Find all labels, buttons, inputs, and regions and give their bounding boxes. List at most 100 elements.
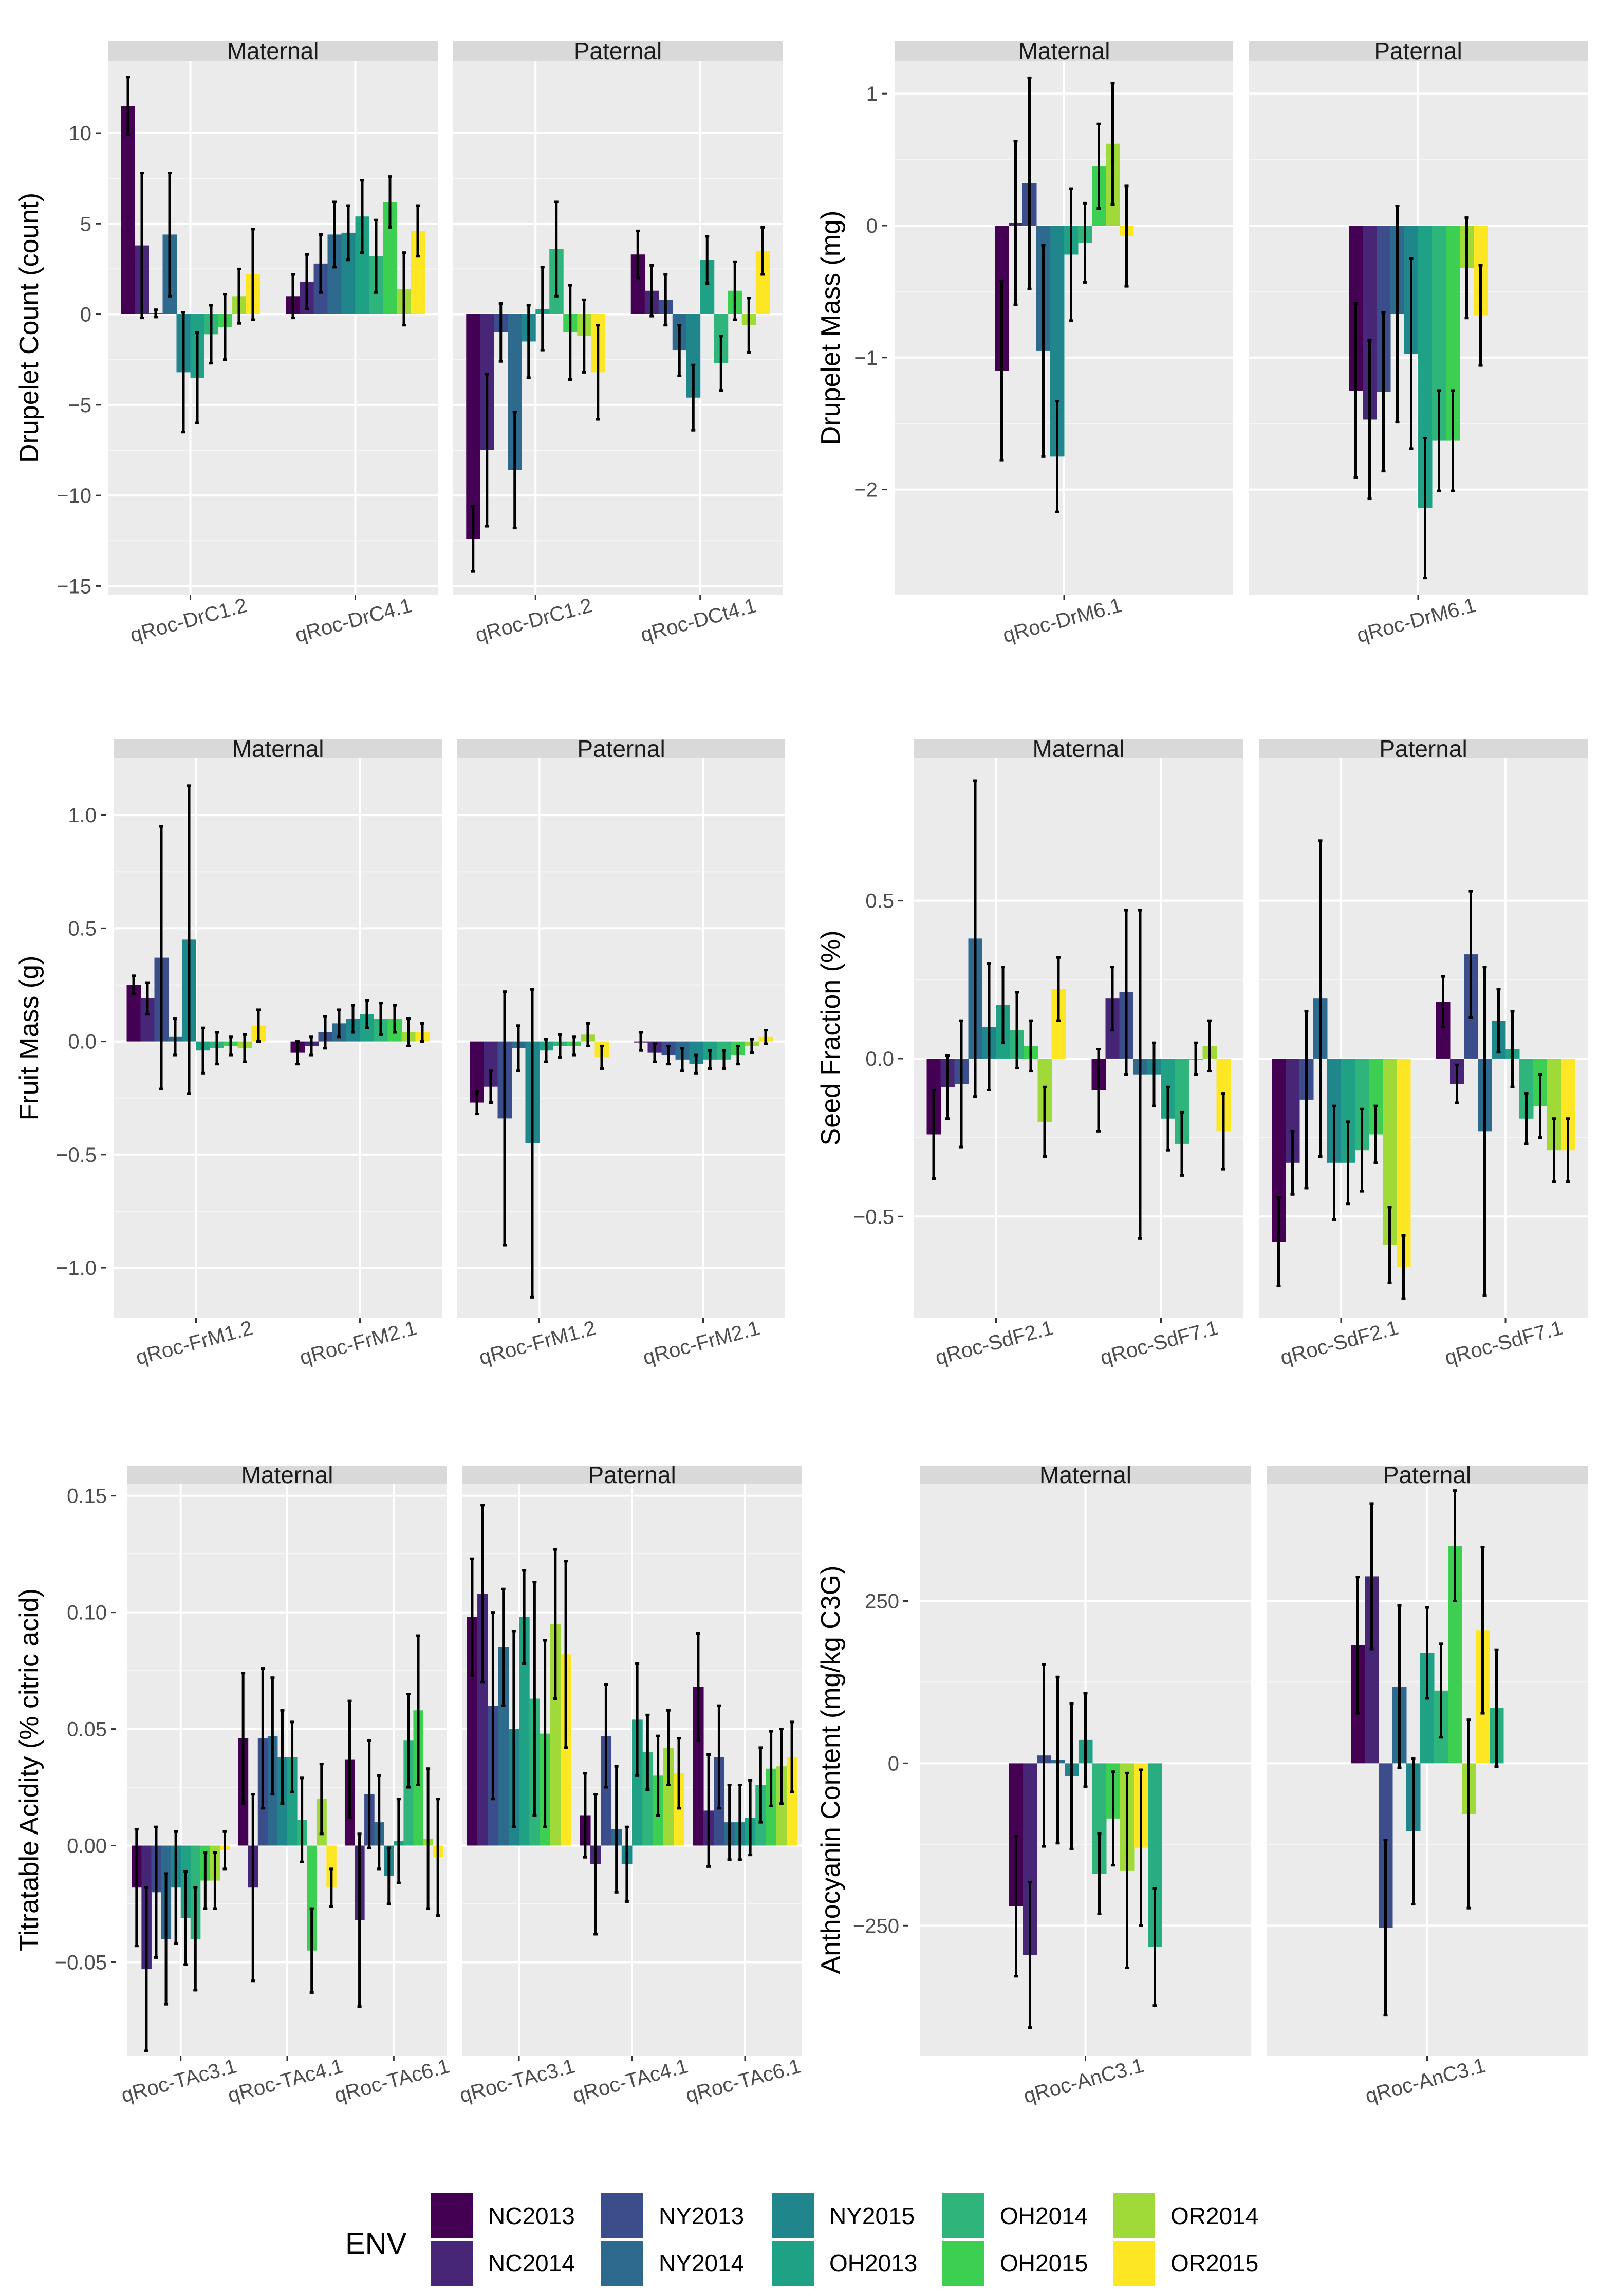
legend-label: NY2015 (829, 2202, 915, 2229)
x-tick-label: qRoc-TAc6.1 (332, 2054, 452, 2107)
legend-label: OH2014 (1000, 2202, 1088, 2229)
y-tick-label: 0.5 (865, 890, 894, 913)
facet-strip-label: Paternal (1383, 1461, 1471, 1488)
y-tick-label: 0 (80, 304, 91, 326)
chart-1: Drupelet Count (count) −15 −10 −5 0 5 10 Matern… (14, 38, 783, 647)
plot-panel (914, 758, 1243, 1318)
facet-strip (1259, 739, 1588, 758)
legend-label: OR2014 (1170, 2202, 1258, 2229)
legend-swatch (431, 2193, 473, 2238)
y-axis-label: Drupelet Mass (mg) (816, 211, 846, 446)
x-tick-label: qRoc-FrM2.1 (641, 1317, 763, 1369)
facet-strip-label: Paternal (574, 38, 662, 64)
chart-4: Seed Fraction (%) −0.5 0.0 0.5 Maternal qRoc-… (816, 735, 1588, 1369)
legend: ENV NC2013 NC2014 NY2013 NY2014 NY2015 OH2013 O… (345, 2193, 1258, 2286)
x-tick-label: qRoc-DrM6.1 (1000, 594, 1124, 647)
facet-strip (895, 41, 1233, 61)
facet-maternal: Maternal qRoc-DrC1.2 qRoc-DrC4.1 (108, 38, 438, 647)
bar (560, 1654, 571, 1846)
facet-maternal: Maternal qRoc-FrM1.2 qRoc-FrM2.1 (114, 735, 442, 1369)
bar (1397, 1058, 1411, 1267)
facet-strip (1267, 1466, 1588, 1484)
y-tick-label: 1.0 (68, 804, 97, 827)
x-tick-label: qRoc-AnC3.1 (1021, 2054, 1146, 2108)
x-tick-label: qRoc-DrC1.2 (128, 594, 250, 647)
facet-strip (108, 41, 438, 61)
y-tick-label: 0.00 (67, 1835, 107, 1858)
bar (403, 1740, 414, 1846)
legend-swatch (431, 2241, 473, 2286)
bar (663, 1747, 674, 1846)
legend-label: OH2013 (829, 2250, 917, 2276)
plot-panel (108, 61, 438, 595)
y-tick-label: −2 (854, 479, 878, 502)
legend-swatch (772, 2193, 814, 2238)
legend-swatch (1113, 2241, 1155, 2286)
facet-paternal: Paternal qRoc-AnC3.1 (1267, 1461, 1588, 2108)
x-tick-label: qRoc-FrM1.2 (477, 1317, 599, 1369)
legend-swatch (942, 2241, 984, 2286)
legend-swatch (1113, 2193, 1155, 2238)
facet-paternal: Paternal qRoc-FrM1.2 qRoc-FrM2.1 (457, 735, 785, 1369)
plot-panel (457, 758, 785, 1318)
y-axis-label: Titratable Acidity (% citric acid) (14, 1588, 44, 1951)
x-tick-label: qRoc-TAc4.1 (570, 2054, 691, 2107)
y-tick-label: 0.10 (67, 1602, 107, 1624)
y-axis-label: Seed Fraction (%) (816, 930, 846, 1145)
y-tick-label: 0 (866, 215, 878, 237)
y-tick-label: −15 (57, 575, 91, 598)
bar (519, 1617, 530, 1846)
x-tick-label: qRoc-SdF7.1 (1098, 1317, 1221, 1369)
x-tick-label: qRoc-TAc3.1 (457, 2054, 578, 2107)
bar (467, 1617, 478, 1846)
y-tick-label: −1.0 (56, 1257, 97, 1280)
facet-strip-label: Maternal (227, 38, 319, 64)
facet-strip-label: Maternal (1039, 1461, 1131, 1488)
facet-paternal: Paternal qRoc-TAc3.1qRoc-TAc4.1qRoc-TAc6.… (457, 1461, 804, 2107)
y-tick-label: −10 (57, 485, 91, 507)
bar (693, 1687, 704, 1846)
y-tick-label: −0.5 (56, 1144, 97, 1166)
bar (632, 1719, 643, 1846)
y-tick-label: −5 (68, 394, 91, 417)
facet-strip (114, 739, 442, 758)
y-tick-label: −250 (853, 1915, 899, 1937)
y-axis-label: Anthocyanin Content (mg/kg C3G) (816, 1566, 846, 1974)
bar (466, 314, 480, 539)
facet-strip-label: Paternal (577, 735, 665, 762)
facet-paternal: Paternal qRoc-DrM6.1 (1249, 38, 1588, 647)
x-tick-label: qRoc-SdF2.1 (933, 1317, 1056, 1369)
legend-swatch (942, 2193, 984, 2238)
facet-strip (453, 41, 783, 61)
legend-label: NY2014 (659, 2250, 744, 2276)
chart-3: Fruit Mass (g) −1.0 −0.5 0.0 0.5 1.0 Maternal q… (14, 735, 785, 1369)
y-tick-label: 0.5 (68, 917, 97, 940)
facet-strip-label: Paternal (588, 1461, 676, 1488)
y-tick-label: 1 (866, 83, 878, 105)
facet-strip (920, 1466, 1251, 1484)
facet-maternal: Maternal qRoc-DrM6.1 (895, 38, 1233, 647)
x-tick-label: qRoc-SdF2.1 (1278, 1317, 1401, 1369)
bar (477, 1594, 488, 1846)
bar (786, 1757, 797, 1846)
legend-label: OR2015 (1170, 2250, 1258, 2276)
x-tick-label: qRoc-FrM1.2 (134, 1317, 255, 1369)
y-tick-label: 0.15 (67, 1485, 107, 1508)
legend-label: NC2013 (488, 2202, 575, 2229)
bar (601, 1736, 612, 1846)
chart-5: Titratable Acidity (% citric acid) −0.05 0… (14, 1461, 804, 2107)
facet-strip (914, 739, 1243, 758)
y-tick-label: 0.0 (865, 1048, 894, 1070)
legend-label: OH2015 (1000, 2250, 1088, 2276)
y-axis-label: Fruit Mass (g) (14, 956, 44, 1121)
y-tick-label: 0.05 (67, 1718, 107, 1741)
facet-paternal: Paternal qRoc-DrC1.2 qRoc-DCt4.1 (453, 38, 783, 647)
facet-maternal: Maternal qRoc-AnC3.1 (920, 1461, 1251, 2108)
legend-swatch (772, 2241, 814, 2286)
x-tick-label: qRoc-DrC4.1 (293, 594, 415, 647)
facet-strip-label: Paternal (1374, 38, 1462, 64)
x-tick-label: qRoc-DCt4.1 (638, 594, 759, 646)
bar (326, 1845, 337, 1888)
x-tick-label: qRoc-FrM2.1 (298, 1317, 419, 1369)
facet-strip (457, 739, 785, 758)
